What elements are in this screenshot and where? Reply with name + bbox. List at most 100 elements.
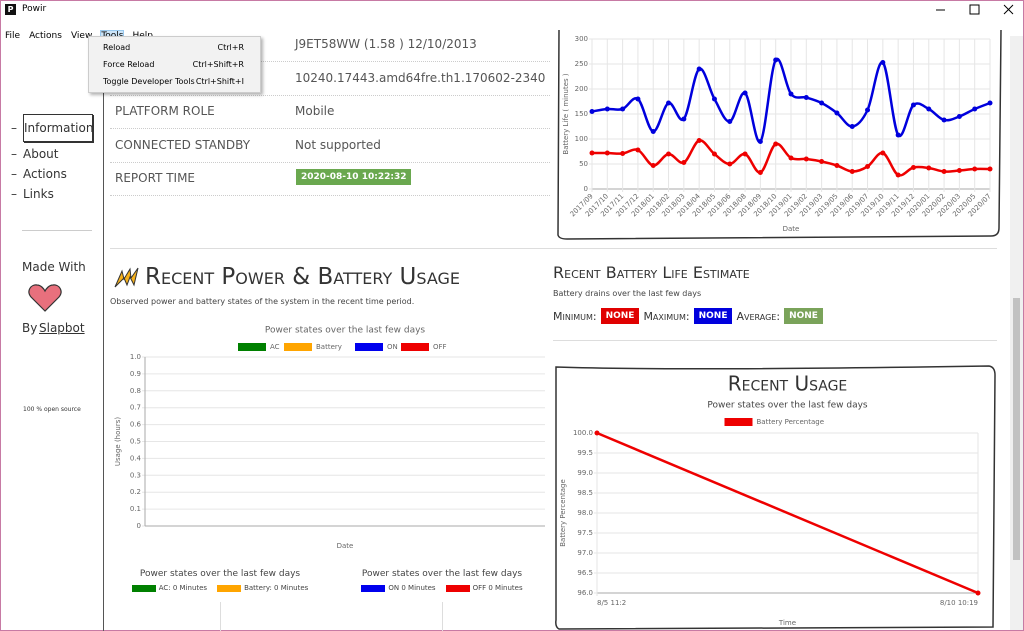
legend-label: ON 0 Minutes: [388, 584, 436, 592]
dropdown-item[interactable]: Toggle Developer Tools: [103, 77, 195, 86]
divider: [553, 340, 997, 341]
summary-title: Power states over the last few days: [361, 569, 523, 579]
menu-item[interactable]: File: [5, 31, 21, 41]
data-point: [819, 100, 825, 106]
nav-link[interactable]: Links: [23, 187, 54, 201]
data-point: [635, 147, 641, 153]
footer-note: 100 % open source: [23, 406, 81, 413]
data-point: [895, 172, 901, 178]
section-title: Recent Power & Battery Usage: [145, 264, 460, 290]
data-point: [757, 139, 763, 144]
legend-item: OFF 0 Minutes: [445, 584, 523, 592]
data-point: [987, 166, 993, 172]
legend-item: ON 0 Minutes: [361, 584, 436, 592]
chart-frame: [557, 30, 1002, 240]
data-point: [620, 151, 626, 156]
y-tick-label: 0.9: [130, 370, 141, 378]
nav-dash: –: [11, 147, 17, 161]
battery-life-chart: 0501001502002503002017/092017/102017/112…: [557, 30, 1002, 240]
power-summary: Power states over the last few days AC: 0…: [110, 569, 330, 592]
legend-label: OFF: [433, 343, 447, 351]
estimate-badge: NONE: [600, 308, 640, 324]
chart-subtitle: Power states over the last few days: [707, 401, 868, 411]
y-tick-label: 96.5: [577, 569, 593, 577]
y-tick-label: 200: [575, 85, 588, 93]
author-link[interactable]: Slapbot: [39, 321, 85, 335]
y-tick-label: 100: [575, 135, 588, 143]
y-tick-label: 0.5: [130, 438, 141, 446]
data-point: [865, 164, 871, 169]
nav-link[interactable]: Information: [23, 114, 93, 142]
info-value: Mobile: [295, 104, 335, 118]
estimate-badge: NONE: [784, 308, 823, 324]
y-tick-label: 50: [579, 160, 588, 168]
legend-label: Battery: [316, 343, 342, 351]
y-tick-label: 0: [137, 522, 141, 530]
estimate-badge: NONE: [693, 308, 733, 324]
dropdown-item[interactable]: Reload: [103, 43, 131, 52]
data-point: [711, 96, 717, 102]
series-line: [596, 431, 979, 595]
y-tick-label: 97.5: [577, 529, 593, 537]
data-point: [926, 165, 932, 171]
legend-label: Battery: 0 Minutes: [244, 584, 309, 592]
y-tick-label: 0.2: [130, 488, 141, 496]
window-controls[interactable]: [930, 0, 1020, 20]
scrollbar[interactable]: [1010, 36, 1023, 630]
data-point: [681, 160, 687, 165]
menu-item[interactable]: View: [70, 31, 93, 41]
summary-legend: AC: 0 Minutes Battery: 0 Minutes: [110, 584, 330, 592]
nav-dash: –: [11, 121, 17, 135]
legend-swatch: [131, 584, 156, 592]
data-point: [975, 590, 981, 596]
data-point: [650, 163, 656, 168]
y-tick-label: 150: [575, 110, 588, 118]
y-tick-label: 0: [584, 185, 588, 193]
estimate-label: Minimum:: [553, 309, 597, 323]
data-point: [956, 114, 962, 119]
legend-label: OFF 0 Minutes: [472, 584, 523, 592]
section-icon: [114, 267, 139, 288]
row-divider: [110, 195, 550, 196]
data-point: [941, 169, 947, 174]
info-value: Not supported: [295, 137, 381, 152]
legend-item: AC: 0 Minutes: [131, 584, 207, 592]
legend-swatch: [445, 584, 470, 592]
data-point: [926, 106, 932, 112]
data-point: [849, 124, 855, 129]
nav-dash: –: [11, 167, 17, 181]
sidebar-border: [103, 36, 104, 631]
data-point: [742, 151, 748, 157]
app-icon: P: [5, 4, 16, 15]
data-point: [650, 129, 656, 134]
data-point: [604, 106, 610, 112]
nav-link[interactable]: Actions: [23, 167, 67, 181]
estimate-row: Minimum: NONE Maximum: NONE Average: NONE: [553, 308, 823, 324]
data-point: [727, 161, 733, 167]
y-tick-label: 97.0: [577, 549, 593, 557]
chart-frame: [555, 365, 996, 630]
data-point: [604, 150, 610, 156]
report-time-badge: 2020-08-10 10:22:32: [296, 169, 412, 185]
x-axis-label: Date: [337, 542, 354, 550]
divider: [110, 248, 997, 249]
y-axis-label: Usage (hours): [114, 417, 122, 466]
data-point: [666, 151, 672, 157]
dropdown-item[interactable]: Force Reload: [103, 60, 155, 69]
y-tick-label: 0.1: [130, 505, 141, 513]
y-tick-label: 0.7: [130, 404, 141, 412]
data-point: [803, 156, 809, 162]
section-subtitle: Observed power and battery states of the…: [110, 297, 415, 306]
y-axis-label: Battery Percentage: [559, 479, 567, 547]
menu-item[interactable]: Actions: [29, 31, 62, 41]
y-tick-label: 96.0: [577, 589, 593, 597]
estimate-subtitle: Battery drains over the last few days: [553, 289, 702, 298]
data-point: [880, 60, 886, 65]
row-divider: [110, 61, 550, 62]
y-tick-label: 100.0: [573, 429, 593, 437]
data-point: [941, 117, 947, 123]
nav-link[interactable]: About: [23, 147, 59, 161]
chart-title: Recent Usage: [728, 372, 848, 396]
legend-swatch: [724, 418, 753, 426]
data-point: [972, 166, 978, 172]
